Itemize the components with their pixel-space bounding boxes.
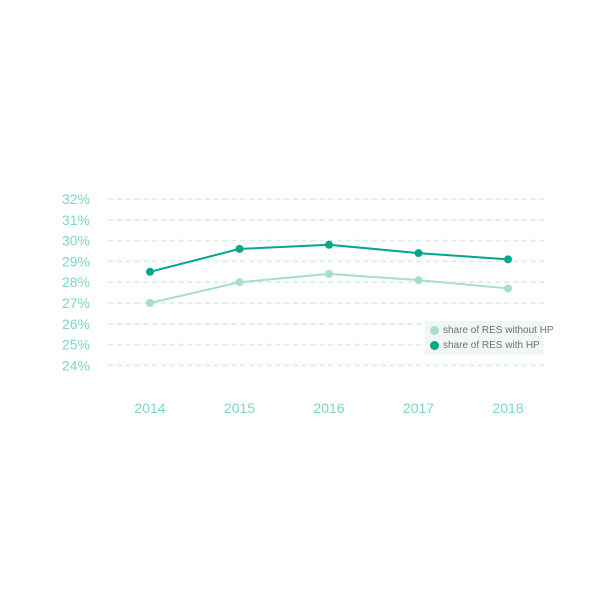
x-tick-label-2018: 2018 [492,400,523,416]
x-tick-label-2015: 2015 [224,400,255,416]
legend: share of RES without HP share of RES wit… [425,321,554,355]
legend-label-without-hp: share of RES without HP [443,324,554,336]
y-tick-label-24: 24% [62,357,90,373]
y-tick-label-30: 30% [62,233,90,249]
y-tick-label-26: 26% [62,316,90,332]
x-tick-label-2014: 2014 [134,400,165,416]
data-point-share-of-res-without-hp-2018 [504,284,512,293]
data-point-share-of-res-without-hp-2015 [235,278,244,287]
data-point-share-of-res-without-hp-2017 [414,276,423,285]
data-point-share-of-res-with-hp-2018 [504,255,512,264]
data-point-share-of-res-with-hp-2016 [325,240,333,249]
y-tick-label-29: 29% [62,253,90,269]
y-tick-label-28: 28% [62,274,90,290]
series-line-share-of-res-without-hp [149,272,509,304]
legend-dot-with-hp-icon [430,341,439,350]
data-point-share-of-res-with-hp-2014 [146,267,154,276]
data-point-share-of-res-with-hp-2015 [235,244,244,253]
legend-item-without-hp: share of RES without HP [430,325,554,337]
x-tick-label-2016: 2016 [313,400,344,416]
legend-dot-without-hp-icon [430,326,439,335]
x-tick-label-2017: 2017 [403,400,434,416]
y-tick-label-32: 32% [62,191,90,207]
data-point-share-of-res-without-hp-2016 [325,269,333,278]
legend-item-with-hp: share of RES with HP [430,340,543,352]
data-point-share-of-res-with-hp-2017 [414,249,423,258]
series-line-share-of-res-with-hp [149,243,509,273]
data-point-share-of-res-without-hp-2014 [146,299,154,307]
y-tick-label-27: 27% [62,295,90,311]
legend-label-with-hp: share of RES with HP [443,339,540,351]
y-tick-label-25: 25% [62,337,90,353]
y-tick-label-31: 31% [62,212,90,228]
